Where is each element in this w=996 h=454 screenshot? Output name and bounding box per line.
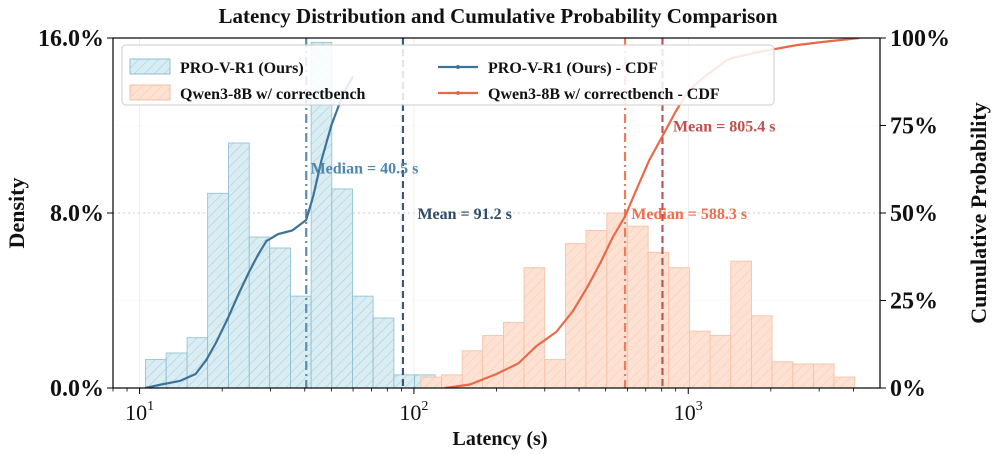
left-y-tick-label: 0.0% [50, 376, 104, 402]
hist-bar [668, 267, 690, 388]
right-y-axis-label: Cumulative Probability [966, 102, 991, 323]
left-y-axis-label: Density [4, 178, 29, 249]
hist-bar [833, 376, 856, 388]
hist-bar [751, 315, 773, 388]
annotation-label: Median = 588.3 s [631, 206, 747, 223]
legend-swatch [129, 84, 171, 101]
right-y-tick-label: 50% [890, 201, 938, 227]
right-y-tick-label: 75% [890, 114, 938, 140]
hist-bar [502, 321, 525, 388]
x-tick-label: 101 [125, 399, 154, 425]
hist-bar [290, 295, 312, 388]
hist-bar [228, 142, 250, 388]
left-y-tick-label: 16.0% [38, 26, 104, 52]
chart-title: Latency Distribution and Cumulative Prob… [218, 4, 777, 28]
right-y-tick-label: 25% [890, 289, 938, 315]
x-tick-label: 103 [674, 399, 703, 425]
hist-bar [331, 188, 353, 388]
left-y-tick-label: 8.0% [50, 201, 104, 227]
right-y-tick-label: 100% [890, 26, 950, 52]
left-y-axis-ticks: 0.0% 8.0% 16.0% [38, 26, 113, 402]
hist-bar [420, 376, 442, 388]
hist-bar [372, 317, 395, 388]
legend: PRO-V-R1 (Ours) Qwen3-8B w/ correctbench P… [121, 44, 775, 106]
hist-bar [523, 267, 546, 388]
legend-box [121, 44, 775, 106]
x-tick-label: 102 [399, 399, 428, 425]
hist-bar [647, 251, 670, 388]
hist-bar [812, 363, 835, 388]
hist-bar [269, 247, 291, 388]
cdf-line [145, 75, 355, 388]
hist-bar [482, 335, 504, 388]
legend-label: Qwen3-8B w/ correctbench - CDF [488, 86, 720, 103]
right-y-axis-ticks: 0% 25% 50% 75% 100% [880, 26, 950, 402]
x-axis-label: Latency (s) [453, 428, 548, 450]
annotation-label: Median = 40.5 s [311, 161, 419, 178]
hist-bar [352, 295, 374, 388]
legend-label: PRO-V-R1 (Ours) - CDF [488, 60, 658, 77]
hist-bar [709, 335, 732, 388]
hist-bar [792, 363, 814, 388]
hist-bar [207, 192, 229, 388]
hist-bar [248, 236, 271, 388]
right-y-tick-label: 0% [890, 376, 926, 402]
annotation-label: Mean = 91.2 s [417, 206, 511, 223]
legend-label: PRO-V-R1 (Ours) [180, 60, 304, 77]
legend-label: Qwen3-8B w/ correctbench [180, 86, 366, 103]
legend-swatch [129, 58, 171, 75]
hist-bar [393, 374, 415, 388]
stat-annotations: Median = 40.5 s Mean = 91.2 s Median = 588… [311, 119, 776, 224]
hist-bar [626, 225, 649, 388]
hist-bar [544, 359, 566, 388]
annotation-label: Mean = 805.4 s [673, 119, 775, 136]
legend-marker [456, 65, 460, 69]
hist-bar [771, 361, 794, 388]
x-axis-ticks: 101 102 103 [112, 388, 854, 425]
legend-marker [456, 91, 460, 95]
hist-bar [688, 330, 711, 388]
hist-bar [730, 260, 752, 388]
histogram-bars [144, 41, 856, 388]
